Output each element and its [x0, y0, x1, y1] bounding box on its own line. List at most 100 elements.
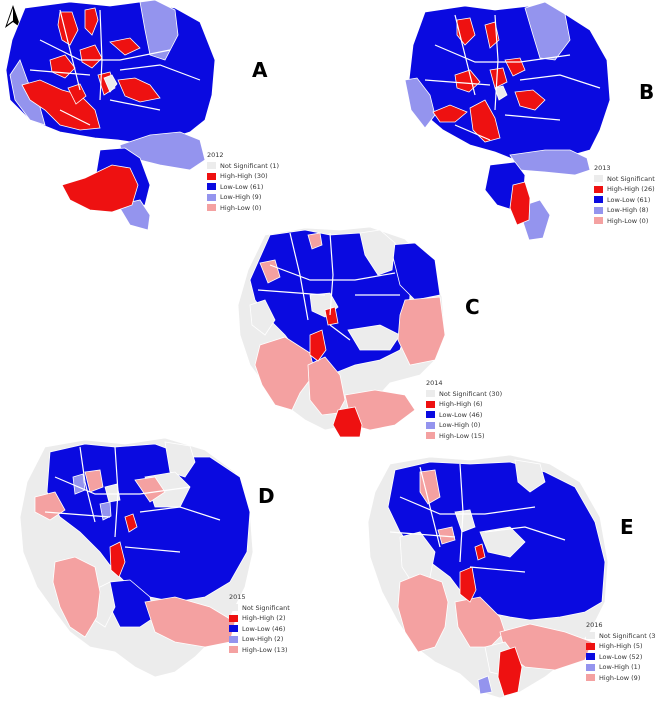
legend-swatch	[207, 162, 216, 170]
map-legend: 2014 Not Significant (30) High-High (6) Low…	[426, 378, 502, 441]
map-legend: 2012 Not Significant (1) High-High (30) Low…	[207, 150, 279, 213]
district-boundary	[424, 14, 601, 141]
district	[332, 406, 363, 438]
legend-item: Low-Low (61)	[207, 182, 279, 193]
district	[347, 324, 401, 351]
district-boundary	[44, 446, 221, 553]
district	[21, 79, 101, 131]
legend-year: 2014	[426, 379, 443, 387]
panel-letter: C	[465, 295, 480, 319]
district	[139, 0, 179, 61]
district	[134, 476, 166, 503]
district	[408, 5, 611, 166]
legend-item: High-High (5)	[586, 641, 656, 652]
legend-label: High-High (26)	[607, 185, 655, 193]
choropleth-map-b	[404, 1, 611, 241]
district	[84, 7, 99, 36]
district	[509, 149, 591, 176]
district	[459, 566, 477, 603]
legend-label: Low-High (9)	[220, 193, 262, 201]
legend-item: Not Significant (30)	[586, 631, 656, 642]
legend-item: Low-High (8)	[594, 205, 656, 216]
panel-a: A 2012 Not Significant (1) High-High (30) L…	[0, 0, 300, 235]
legend-swatch	[586, 663, 595, 671]
legend-swatch	[594, 206, 603, 214]
legend-label: Low-Low (46)	[439, 410, 483, 419]
legend-year: 2015	[229, 593, 246, 601]
legend-label: Low-Low (61)	[607, 195, 651, 204]
legend-swatch	[586, 642, 595, 650]
legend-label: Not Significant (30)	[599, 631, 656, 640]
legend-year: 2013	[594, 164, 611, 172]
legend-swatch	[207, 193, 216, 201]
legend-item: High-High (26)	[594, 184, 656, 195]
district	[474, 543, 486, 561]
legend-label: Not Significant (1)	[607, 174, 656, 183]
district	[109, 37, 141, 56]
district	[479, 526, 526, 558]
legend-swatch	[426, 421, 435, 429]
district	[324, 306, 339, 326]
district	[52, 556, 101, 638]
legend-label: Not Significant (1)	[220, 161, 280, 170]
legend-item: Low-High (1)	[586, 662, 656, 673]
district	[104, 483, 121, 503]
legend-label: High-Low (9)	[599, 673, 641, 682]
district	[477, 675, 493, 695]
legend-item: Low-High (9)	[207, 192, 279, 203]
district	[397, 296, 446, 366]
legend-swatch	[586, 653, 595, 661]
legend-item: Not Significant (1)	[594, 174, 656, 185]
district	[456, 17, 476, 46]
legend-label: High-Low (0)	[607, 216, 649, 225]
legend-label: Low-Low (52)	[599, 652, 643, 661]
district	[359, 229, 396, 276]
legend-item: Not Significant	[229, 603, 290, 614]
legend-swatch	[594, 217, 603, 225]
legend-label: High-High (2)	[242, 614, 286, 622]
choropleth-map-e	[367, 454, 609, 699]
district	[99, 501, 112, 521]
panel-e: E 2016 Not Significant (30) High-High (5) L…	[360, 452, 656, 702]
legend-label: High-Low (13)	[242, 645, 288, 654]
legend-swatch	[426, 411, 435, 419]
legend-label: Not Significant (30)	[439, 389, 503, 398]
legend-swatch	[426, 390, 435, 398]
legend-swatch	[229, 635, 238, 643]
district	[124, 513, 138, 533]
legend-swatch	[229, 625, 238, 633]
legend-year: 2012	[207, 151, 224, 159]
north-arrow-icon	[5, 5, 21, 28]
legend-label: Not Significant	[242, 603, 290, 612]
legend-item: High-Low (0)	[594, 216, 656, 227]
district	[524, 1, 571, 61]
legend-label: High-High (5)	[599, 642, 643, 650]
district	[72, 473, 86, 495]
legend-label: Low-High (8)	[607, 206, 649, 214]
choropleth-map-d	[19, 437, 254, 678]
legend-swatch	[229, 646, 238, 654]
district	[514, 459, 546, 493]
district	[514, 89, 546, 111]
legend-label: Low-High (2)	[242, 635, 284, 643]
legend-item: Low-Low (61)	[594, 195, 656, 206]
district	[309, 329, 327, 362]
district	[389, 242, 441, 301]
legend-item: Not Significant (30)	[426, 389, 502, 400]
legend-item: Low-Low (46)	[229, 624, 290, 635]
panel-b: B 2013 Not Significant (1) High-High (26) L…	[395, 0, 656, 245]
legend-item: High-High (30)	[207, 171, 279, 182]
district	[307, 356, 346, 416]
district	[489, 67, 508, 89]
legend-swatch	[426, 400, 435, 408]
district-boundary	[389, 463, 566, 573]
legend-item: Low-Low (46)	[426, 410, 502, 421]
legend-label: Low-High (1)	[599, 663, 641, 671]
choropleth-map-c	[237, 226, 446, 438]
district	[103, 74, 118, 93]
district	[509, 181, 531, 226]
legend-label: Low-High (0)	[439, 421, 481, 429]
legend-item: Not Significant (1)	[207, 161, 279, 172]
district	[419, 469, 441, 505]
district	[249, 299, 276, 336]
